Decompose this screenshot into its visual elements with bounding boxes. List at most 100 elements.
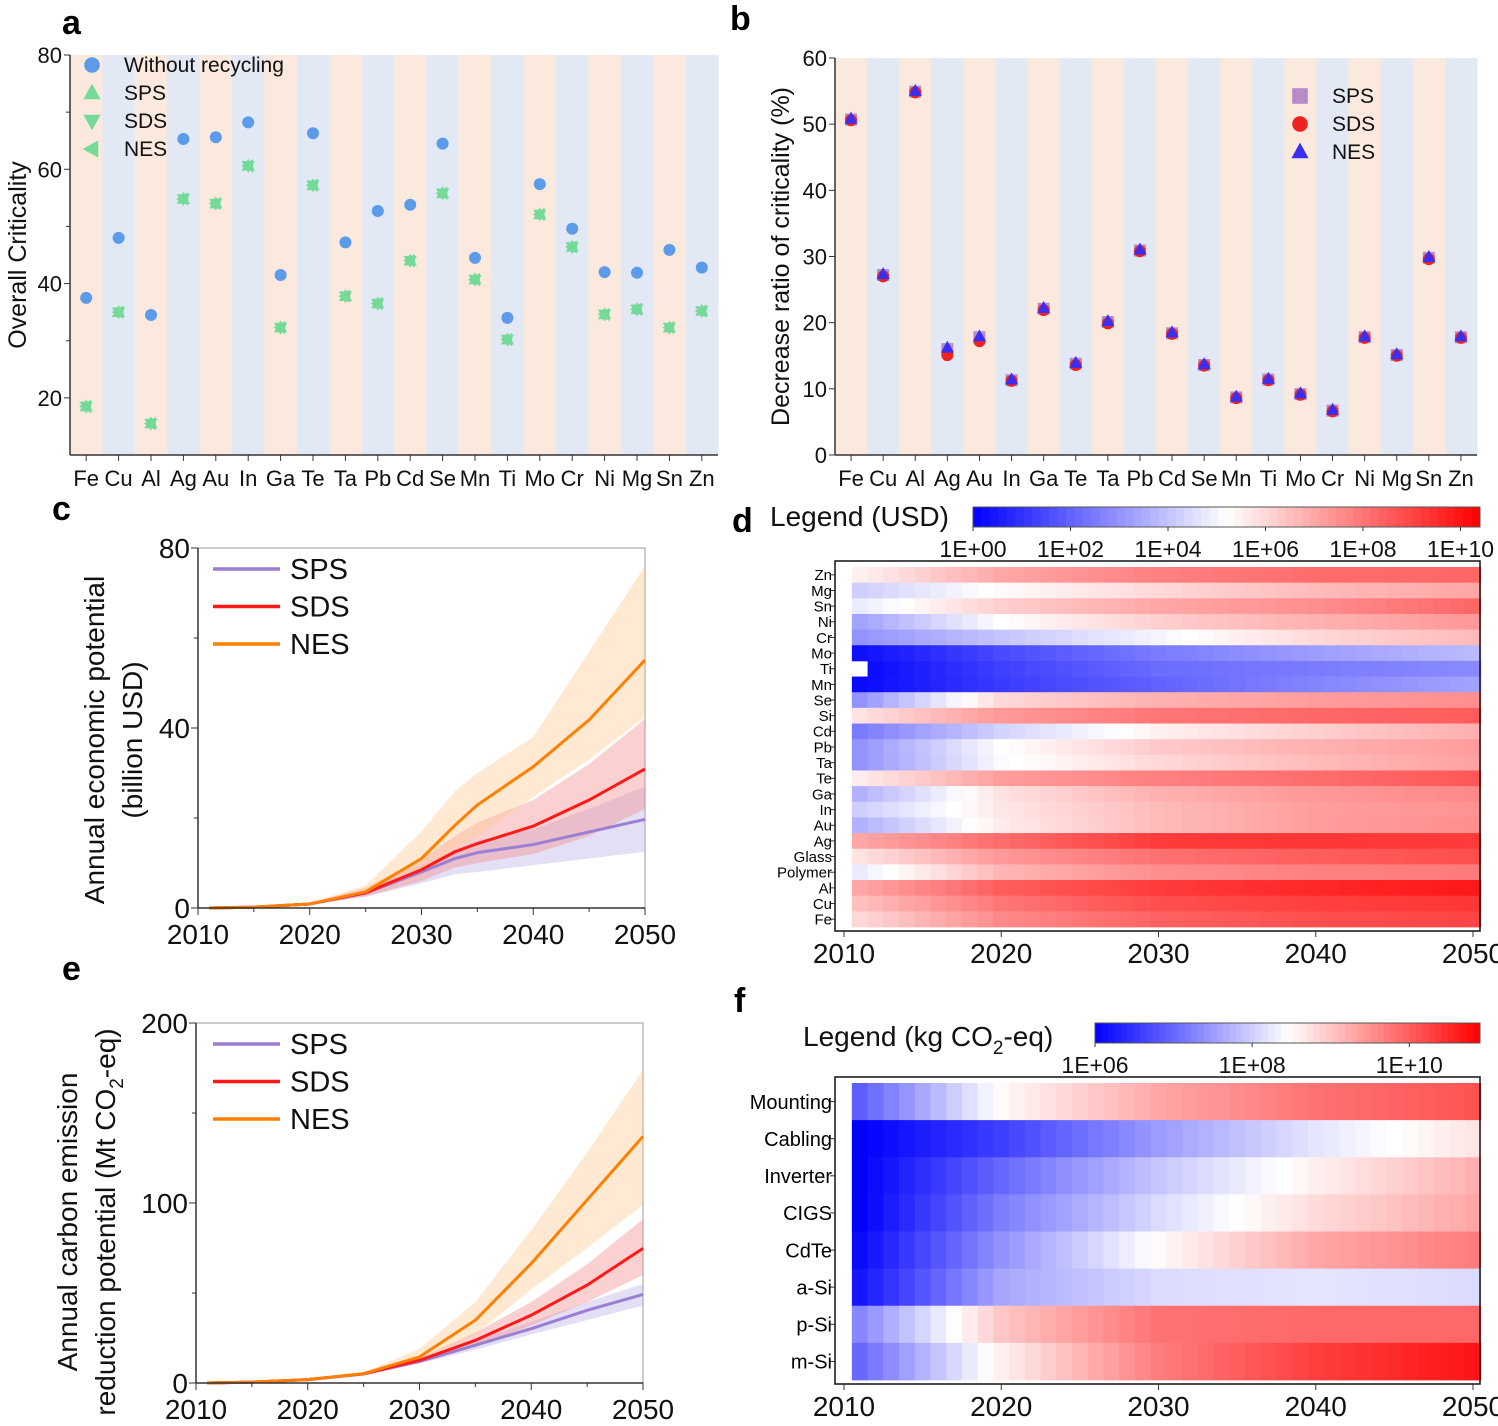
heatmap-cell (1072, 786, 1089, 803)
color-legend-step (973, 507, 982, 527)
heatmap-cell (1150, 911, 1167, 928)
color-legend-step (1277, 507, 1287, 527)
heatmap-cell (1134, 911, 1152, 928)
heatmap-cell (993, 629, 1010, 646)
heatmap-cell (867, 660, 884, 677)
heatmap-cell (1417, 723, 1435, 740)
heatmap-cell (1323, 1231, 1340, 1270)
data-point-nes (435, 186, 448, 200)
heatmap-cell (1370, 707, 1387, 724)
background-stripe (588, 55, 622, 455)
heatmap-cell (946, 833, 963, 850)
heatmap-cell (1465, 645, 1482, 662)
x-tick-label: Ta (334, 466, 358, 491)
heatmap-cell (1323, 645, 1340, 662)
heatmap-cell (1009, 692, 1026, 709)
heatmap-cell (1386, 880, 1403, 897)
legend-label: NES (290, 1104, 350, 1136)
row-label: Cr (816, 630, 832, 647)
heatmap-cell (1292, 1268, 1309, 1307)
heatmap-cell (883, 739, 900, 756)
heatmap-cell (899, 817, 916, 834)
heatmap-cell (883, 645, 900, 662)
heatmap-cell (1213, 817, 1230, 834)
heatmap-cell (1182, 801, 1199, 818)
heatmap-cell (930, 1120, 947, 1158)
heatmap-cell (1276, 817, 1293, 834)
color-legend-step (1387, 507, 1396, 527)
heatmap-cell (977, 692, 994, 709)
heatmap-cell (1119, 833, 1136, 850)
heatmap-cell (1024, 864, 1041, 881)
heatmap-cell (1150, 707, 1167, 724)
heatmap-cell (899, 676, 916, 693)
heatmap-cell (1339, 613, 1356, 631)
heatmap-cell (1072, 1120, 1089, 1158)
heatmap-cell (1370, 692, 1387, 709)
heatmap-cell (1402, 1157, 1419, 1195)
heatmap-cell (1276, 801, 1293, 818)
heatmap-cell (946, 598, 963, 615)
x-tick-label: Ag (170, 466, 197, 491)
heatmap-cell (1244, 676, 1262, 693)
heatmap-cell (1449, 833, 1466, 850)
heatmap-cell (1197, 1083, 1214, 1121)
heatmap-cell (1465, 613, 1482, 631)
x-tick-label: 2020 (277, 1394, 339, 1425)
series-line-nes (209, 659, 647, 910)
color-legend-step (1285, 507, 1295, 527)
heatmap-cell (1072, 676, 1089, 693)
heatmap-cell (1355, 1342, 1372, 1381)
heatmap-cell (1087, 895, 1104, 912)
heatmap-cell (946, 911, 963, 928)
heatmap-cell (1166, 1120, 1183, 1158)
x-tick-label: 2010 (813, 938, 875, 969)
color-legend-step (1242, 1023, 1250, 1043)
heatmap-cell (1244, 707, 1262, 724)
heatmap-cell (1244, 880, 1262, 897)
heatmap-cell (1402, 754, 1419, 771)
color-legend-step (1218, 507, 1227, 527)
heatmap-cell (1197, 723, 1214, 740)
heatmap-cell (1182, 864, 1199, 881)
heatmap-cell (851, 598, 868, 615)
x-tick-label: Pb (1126, 466, 1153, 491)
heatmap-cell (1182, 676, 1199, 693)
color-legend-step (1091, 507, 1101, 527)
heatmap-cell (1307, 1231, 1325, 1270)
x-tick-label: 2010 (167, 919, 229, 950)
heatmap-cell (993, 770, 1010, 787)
heatmap-cell (1465, 833, 1482, 850)
heatmap-cell (977, 1231, 994, 1270)
heatmap-cell (1370, 1194, 1387, 1232)
heatmap-cell (977, 1194, 994, 1232)
color-legend-step (1127, 1023, 1134, 1043)
heatmap-cell (1213, 770, 1230, 787)
heatmap-cell (1072, 660, 1089, 677)
heatmap-cell (867, 598, 884, 615)
heatmap-cell (899, 770, 916, 787)
heatmap-cell (1119, 1157, 1136, 1195)
heatmap-cell (1307, 801, 1325, 818)
heatmap-cell (1213, 598, 1230, 615)
heatmap-cell (1339, 1083, 1356, 1121)
color-legend-step (1178, 1023, 1186, 1043)
heatmap-cell (1119, 1231, 1136, 1270)
heatmap-cell (867, 1305, 884, 1344)
heatmap-cell (1465, 770, 1482, 787)
heatmap-cell (977, 676, 994, 693)
heatmap-cell (914, 629, 931, 646)
heatmap-cell (1009, 613, 1026, 631)
heatmap-cell (961, 723, 979, 740)
heatmap-cell (1087, 864, 1104, 881)
heatmap-cell (1229, 1157, 1246, 1195)
heatmap-cell (914, 567, 931, 584)
heatmap-cell (1024, 1231, 1041, 1270)
color-legend-step (1216, 1023, 1224, 1043)
heatmap-cell (867, 817, 884, 834)
heatmap-cell (1465, 1342, 1482, 1381)
heatmap-cell (1323, 1083, 1340, 1121)
heatmap-cell (1386, 1083, 1403, 1121)
color-legend-title-part: Legend (kg CO (803, 1021, 993, 1052)
